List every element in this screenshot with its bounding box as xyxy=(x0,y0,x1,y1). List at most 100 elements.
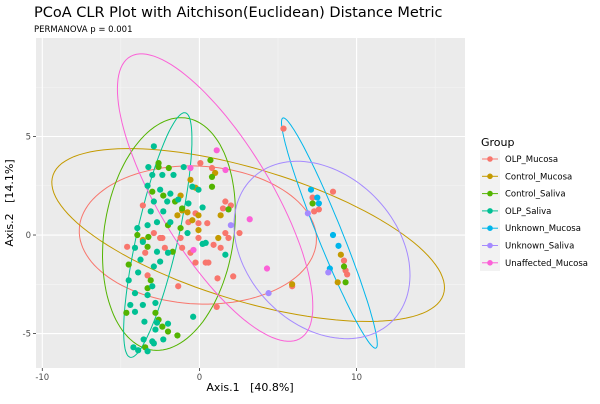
point-unknown-saliva xyxy=(304,210,311,217)
point-olp-mucosa xyxy=(225,234,232,242)
point-unknown-mucosa xyxy=(335,242,342,249)
y-axis-label: Axis.2 [14.1%] xyxy=(3,159,16,246)
plot-panel xyxy=(36,38,465,368)
point-control-saliva xyxy=(144,285,151,292)
ellipse-unknown-saliva xyxy=(233,160,411,340)
point-olp-saliva xyxy=(190,313,197,320)
legend-label: Control_Mucosa xyxy=(505,172,572,182)
point-unknown-mucosa xyxy=(315,200,322,207)
point-olp-saliva xyxy=(157,186,164,193)
legend-key-dot xyxy=(487,225,493,231)
point-control-saliva xyxy=(208,173,216,180)
point-control-saliva xyxy=(177,225,184,232)
point-olp-mucosa xyxy=(204,220,211,227)
point-control-mucosa xyxy=(187,176,194,183)
point-olp-saliva xyxy=(147,208,154,215)
point-control-saliva xyxy=(134,231,141,239)
point-control-saliva xyxy=(342,279,349,286)
point-olp-saliva xyxy=(167,219,174,226)
point-olp-saliva xyxy=(134,225,141,232)
point-unknown-mucosa xyxy=(307,186,315,193)
point-control-saliva xyxy=(155,163,162,171)
point-olp-mucosa xyxy=(309,194,316,201)
point-olp-mucosa xyxy=(197,160,204,167)
point-control-saliva xyxy=(125,261,132,268)
point-olp-saliva xyxy=(130,344,137,351)
point-olp-saliva xyxy=(135,347,142,354)
point-unknown-saliva xyxy=(227,222,234,229)
chart-title: PCoA CLR Plot with Aitchison(Euclidean) … xyxy=(34,5,443,21)
point-olp-mucosa xyxy=(222,198,229,205)
axes: -10 0 10 -5 0 5 xyxy=(23,133,362,383)
point-olp-saliva xyxy=(137,256,144,263)
legend-key-dot xyxy=(487,242,493,249)
point-control-saliva xyxy=(179,205,186,212)
data-points xyxy=(123,125,351,355)
point-olp-saliva xyxy=(141,318,148,325)
point-control-saliva xyxy=(165,164,172,172)
point-olp-mucosa xyxy=(329,188,337,195)
point-unknown-saliva xyxy=(325,269,332,276)
point-olp-mucosa xyxy=(214,275,221,282)
point-olp-saliva xyxy=(144,292,151,299)
point-olp-mucosa xyxy=(144,272,151,279)
point-olp-saliva xyxy=(153,248,161,255)
point-control-saliva xyxy=(207,157,214,164)
point-olp-saliva xyxy=(153,219,161,226)
point-olp-saliva xyxy=(164,198,171,205)
point-control-saliva xyxy=(309,200,316,207)
legend-label: Unaffected_Mucosa xyxy=(505,259,588,269)
point-olp-saliva xyxy=(139,238,146,246)
point-unaffected-mucosa xyxy=(263,265,271,272)
point-olp-mucosa xyxy=(219,205,227,212)
point-olp-mucosa xyxy=(230,273,237,280)
grid-lines xyxy=(36,38,465,368)
chart-subtitle: PERMANOVA p = 0.001 xyxy=(34,25,133,35)
point-unknown-mucosa xyxy=(329,231,337,239)
point-control-saliva xyxy=(149,188,156,195)
legend-key-dot xyxy=(487,260,493,266)
point-control-mucosa xyxy=(174,212,181,219)
point-olp-saliva xyxy=(144,348,151,355)
point-control-saliva xyxy=(225,206,232,213)
x-tick-label: 0 xyxy=(197,373,202,383)
point-olp-saliva xyxy=(150,340,157,347)
legend-key-dot xyxy=(487,190,493,197)
point-olp-saliva xyxy=(144,182,151,189)
point-control-mucosa xyxy=(334,279,341,286)
point-control-saliva xyxy=(123,309,130,316)
legend-label: Unknown_Mucosa xyxy=(505,224,581,234)
point-olp-mucosa xyxy=(150,229,157,237)
point-olp-mucosa xyxy=(208,164,216,172)
point-olp-saliva xyxy=(145,163,152,171)
point-control-saliva xyxy=(340,263,348,270)
point-olp-mucosa xyxy=(195,220,202,227)
point-olp-saliva xyxy=(149,171,156,179)
point-olp-saliva xyxy=(140,336,147,343)
point-control-saliva xyxy=(159,323,166,330)
point-olp-saliva xyxy=(180,163,187,171)
point-olp-saliva xyxy=(139,301,146,309)
point-control-saliva xyxy=(160,192,167,199)
point-olp-saliva xyxy=(152,326,159,333)
point-control-mucosa xyxy=(217,212,224,219)
point-olp-mucosa xyxy=(344,271,351,278)
legend-label: Control_Saliva xyxy=(505,190,566,200)
point-olp-saliva xyxy=(152,299,159,307)
point-olp-mucosa xyxy=(236,229,243,237)
point-olp-saliva xyxy=(175,196,182,203)
point-control-saliva xyxy=(174,332,181,339)
point-control-mucosa xyxy=(337,251,344,258)
point-unknown-saliva xyxy=(265,290,272,297)
point-olp-mucosa xyxy=(195,234,202,242)
point-olp-saliva xyxy=(131,290,139,297)
point-olp-saliva xyxy=(131,244,139,251)
point-olp-mucosa xyxy=(159,234,166,242)
legend-label: OLP_Mucosa xyxy=(505,155,558,165)
point-control-saliva xyxy=(164,328,172,335)
point-olp-saliva xyxy=(131,308,139,315)
x-axis-label: Axis.1 [40.8%] xyxy=(206,381,293,394)
point-olp-mucosa xyxy=(175,283,182,290)
point-control-mucosa xyxy=(195,226,202,234)
